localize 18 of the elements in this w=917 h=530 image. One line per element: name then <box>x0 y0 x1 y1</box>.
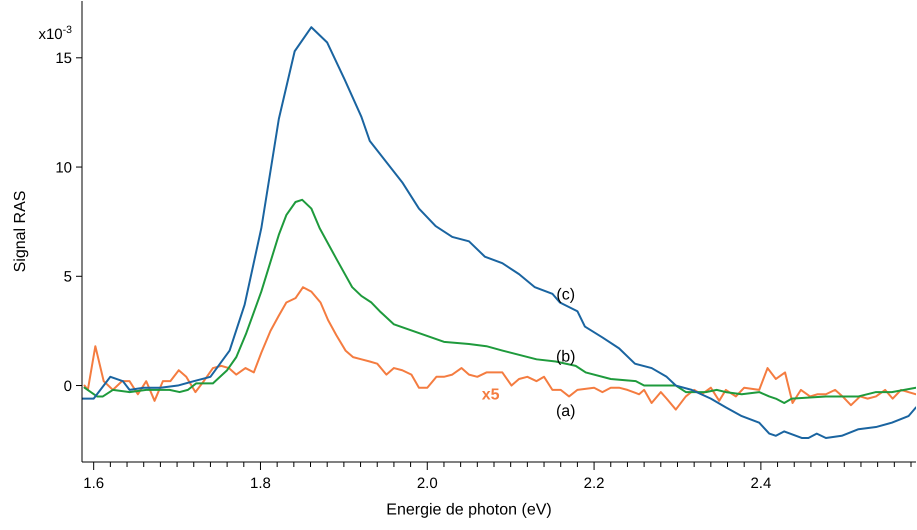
x-tick-label: 1.8 <box>250 475 271 492</box>
series-label: (c) <box>556 286 576 304</box>
x-tick-label: 2.0 <box>416 475 438 492</box>
x-tick-label: 2.2 <box>584 475 605 492</box>
x-tick-label: 2.4 <box>750 475 772 492</box>
series-label: (a) <box>556 402 576 420</box>
y-tick-label: 5 <box>64 268 72 286</box>
series-label: (b) <box>556 348 576 366</box>
x-axis-title: Energie de photon (eV) <box>386 501 552 518</box>
y-axis-title: Signal RAS <box>12 190 29 272</box>
text: x10$^{-3}$ <box>38 24 72 44</box>
annotation: x5 <box>482 386 500 404</box>
y-tick-label: 0 <box>64 378 72 395</box>
y-tick-label: 10 <box>55 159 72 176</box>
y-tick-label: 15 <box>55 50 72 68</box>
x-tick-label: 1.6 <box>83 475 104 492</box>
line-series <box>82 26 916 439</box>
line-series <box>84 198 916 404</box>
